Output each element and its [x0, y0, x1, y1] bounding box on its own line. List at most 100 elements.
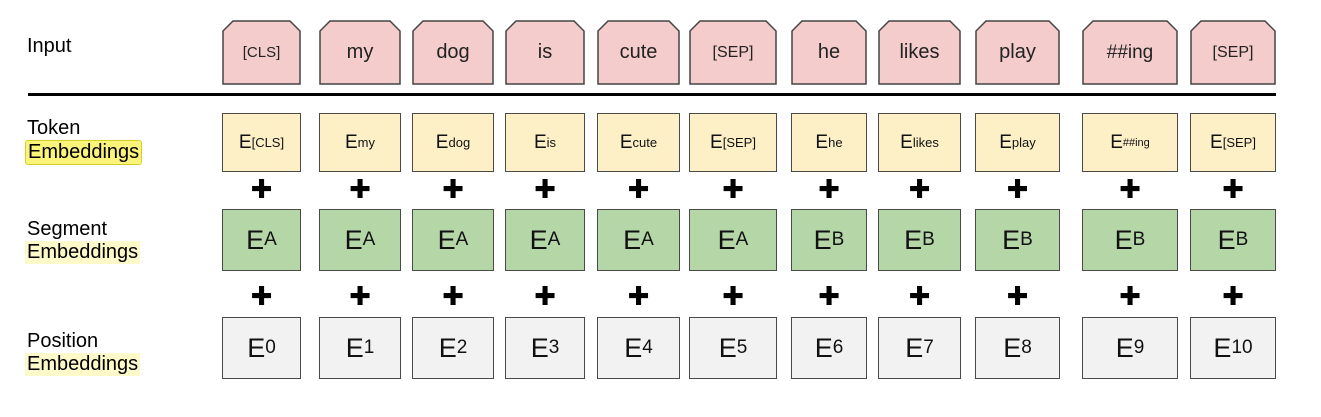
input-token-shape — [878, 20, 961, 85]
token-embedding-cell: E [SEP] — [689, 113, 777, 172]
token-embedding-letter: E — [900, 131, 913, 153]
plus-icon-token-segment: ✚ — [722, 175, 744, 205]
plus-icon-segment-position: ✚ — [1119, 282, 1141, 312]
row-label-position-line1: Position — [27, 330, 99, 352]
plus-icon-token-segment: ✚ — [1119, 175, 1141, 205]
input-token-cell: [SEP] — [1190, 20, 1276, 85]
token-embedding-cell: E [CLS] — [222, 113, 301, 172]
plus-icon-token-segment: ✚ — [1006, 175, 1029, 205]
input-token-cell: he — [791, 20, 867, 85]
input-token-text: [CLS] — [242, 44, 281, 61]
row-label-position: Position Embeddings — [25, 330, 141, 376]
position-embedding-letter: E — [438, 332, 457, 363]
plus-icon-token-segment: ✚ — [534, 175, 556, 205]
position-embedding-cell: E 10 — [1190, 317, 1276, 379]
plus-icon-segment-position: ✚ — [1006, 282, 1029, 312]
segment-embedding-letter: E — [437, 224, 456, 255]
token-embedding-letter: E — [1210, 131, 1223, 153]
row-label-input: Input — [27, 35, 71, 58]
input-token-shape — [412, 20, 494, 85]
input-token-cell: cute — [597, 20, 680, 85]
input-token-cell: my — [319, 20, 401, 85]
plus-icon-segment-position: ✚ — [722, 282, 744, 312]
token-embedding-letter: E — [619, 131, 633, 153]
position-embedding-letter: E — [624, 332, 643, 363]
token-embedding-cell: E [SEP] — [1190, 113, 1276, 172]
position-embedding-letter: E — [905, 332, 924, 363]
input-token-text: [SEP] — [1212, 43, 1254, 61]
segment-embedding-letter: E — [623, 224, 642, 255]
plus-icon-token-segment: ✚ — [250, 175, 273, 205]
position-embedding-letter: E — [814, 332, 833, 363]
input-token-text: my — [346, 41, 374, 63]
plus-icon-token-segment: ✚ — [627, 175, 650, 205]
plus-icon-token-segment: ✚ — [442, 175, 464, 205]
plus-icon-segment-position: ✚ — [250, 282, 273, 312]
token-embedding-letter: E — [238, 131, 252, 153]
token-embedding-cell: E ##ing — [1082, 113, 1178, 172]
segment-embedding-letter: E — [813, 224, 832, 255]
input-token-text: is — [537, 41, 553, 63]
input-token-shape — [791, 20, 867, 85]
input-token-cell: play — [975, 20, 1060, 85]
plus-icon-segment-position: ✚ — [818, 282, 840, 312]
row-label-input-text: Input — [27, 35, 72, 57]
position-embedding-letter: E — [1115, 332, 1134, 363]
input-token-text: dog — [436, 41, 470, 63]
input-token-cell: [CLS] — [222, 20, 301, 85]
segment-embedding-letter: E — [904, 224, 923, 255]
input-token-text: [SEP] — [712, 43, 754, 61]
input-token-text: cute — [619, 41, 658, 63]
row-label-token: Token Embeddings — [25, 117, 143, 165]
segment-embedding-letter: E — [1114, 224, 1133, 255]
segment-embedding-letter: E — [1217, 224, 1236, 255]
plus-icon-segment-position: ✚ — [627, 282, 650, 312]
token-embedding-letter: E — [999, 131, 1012, 153]
row-label-segment-line1: Segment — [27, 218, 108, 240]
input-token-shape — [505, 20, 585, 85]
position-embedding-letter: E — [345, 332, 364, 363]
input-token-text: likes — [899, 41, 940, 63]
token-embedding-letter: E — [815, 131, 829, 153]
plus-icon-token-segment: ✚ — [818, 175, 840, 205]
position-embedding-letter: E — [1003, 332, 1022, 363]
plus-icon-segment-position: ✚ — [349, 282, 371, 312]
input-token-shape — [689, 20, 777, 85]
segment-embedding-letter: E — [529, 224, 548, 255]
input-token-text: ##ing — [1106, 41, 1154, 63]
token-embedding-letter: E — [435, 131, 449, 153]
input-token-text: play — [999, 41, 1036, 63]
segment-embedding-letter: E — [344, 224, 363, 255]
token-embedding-letter: E — [533, 131, 547, 153]
row-label-token-line2: Embeddings — [25, 140, 143, 165]
position-embedding-letter: E — [247, 332, 266, 363]
plus-icon-segment-position: ✚ — [534, 282, 556, 312]
input-token-cell: likes — [878, 20, 961, 85]
segment-embedding-letter: E — [717, 224, 736, 255]
plus-icon-segment-position: ✚ — [908, 282, 931, 312]
